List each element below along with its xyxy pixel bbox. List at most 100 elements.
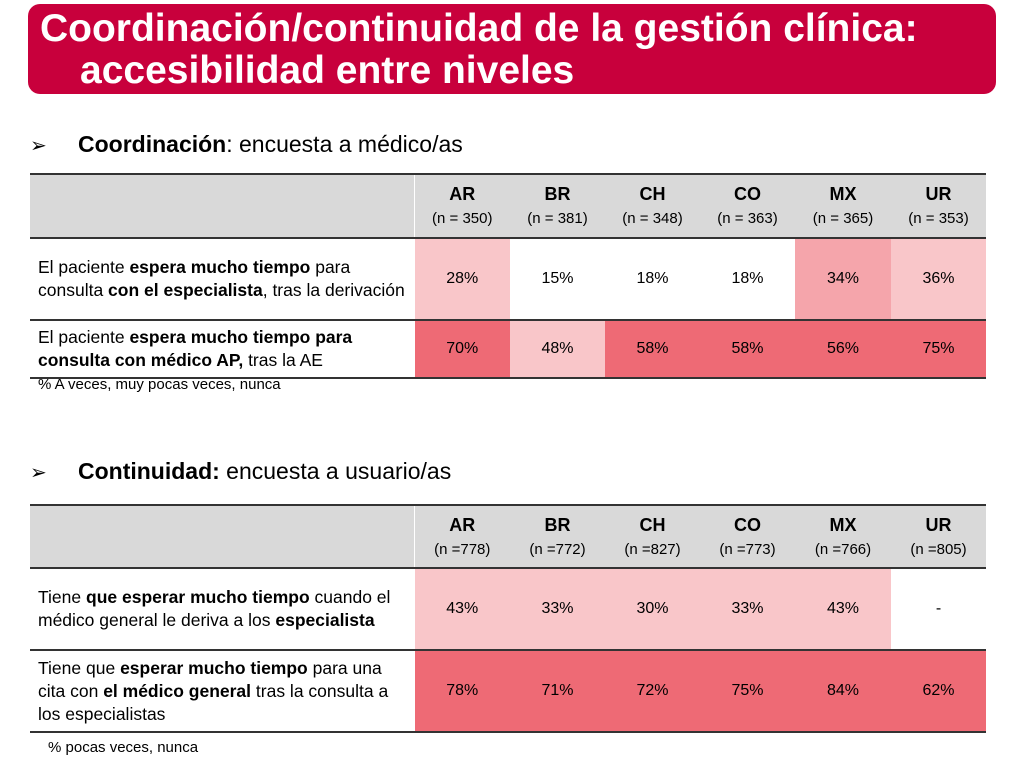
title-banner: Coordinación/continuidad de la gestión c… bbox=[28, 4, 996, 94]
column-header-mx: MX (n = 365) bbox=[795, 173, 891, 239]
row-label-segment: Tiene bbox=[38, 587, 86, 607]
country-code: BR bbox=[544, 514, 571, 535]
page-title-line2: accesibilidad entre niveles bbox=[80, 49, 575, 92]
value-cell: 72% bbox=[605, 650, 700, 733]
column-header-br: BR (n = 381) bbox=[510, 173, 605, 239]
sample-size: (n =805) bbox=[910, 540, 967, 558]
country-code: MX bbox=[829, 514, 857, 535]
value-cell: 70% bbox=[414, 320, 510, 379]
value-cell: - bbox=[891, 568, 986, 651]
sample-size: (n =772) bbox=[529, 540, 586, 558]
sample-size: (n =778) bbox=[434, 540, 491, 558]
value-cell: 75% bbox=[891, 320, 986, 379]
row-label-segment: el médico general bbox=[103, 680, 252, 701]
value-cell: 43% bbox=[414, 568, 510, 651]
section-heading-rest: encuesta a usuario/as bbox=[219, 458, 452, 484]
value-cell: 84% bbox=[795, 650, 891, 733]
section-heading-rest: : encuesta a médico/as bbox=[226, 131, 463, 157]
sample-size: (n =766) bbox=[814, 540, 872, 558]
sample-size: (n = 381) bbox=[527, 210, 588, 227]
column-header-ar: AR (n =778) bbox=[414, 504, 510, 569]
column-header-ch: CH (n =827) bbox=[605, 504, 700, 569]
value-cell: 75% bbox=[700, 650, 795, 733]
sample-size: (n = 350) bbox=[432, 210, 493, 227]
row-label-segment: para una cita con bbox=[38, 657, 382, 701]
country-code: AR bbox=[449, 184, 476, 204]
row-label-segment: especialista bbox=[275, 610, 375, 630]
country-code: AR bbox=[449, 514, 476, 535]
row-label-segment: con el especialista bbox=[108, 280, 263, 300]
value-cell: 15% bbox=[510, 238, 605, 321]
sample-size: (n = 363) bbox=[717, 210, 778, 227]
column-header-ch: CH (n = 348) bbox=[605, 173, 700, 239]
value-cell: 58% bbox=[605, 320, 700, 379]
country-code: CH bbox=[639, 514, 666, 535]
value-cell: 78% bbox=[414, 650, 510, 733]
value-cell: 56% bbox=[795, 320, 891, 379]
value-cell: 71% bbox=[510, 650, 605, 733]
column-header-ar: AR (n = 350) bbox=[414, 173, 510, 239]
country-code: UR bbox=[925, 184, 952, 204]
sample-size: (n =773) bbox=[719, 540, 776, 558]
page-title-line1: Coordinación/continuidad de la gestión c… bbox=[40, 7, 918, 50]
value-cell: 62% bbox=[891, 650, 986, 733]
row-label: El paciente espera mucho tiempo para con… bbox=[30, 320, 415, 379]
arrow-bullet-icon: ➢ bbox=[30, 135, 47, 157]
country-code: MX bbox=[829, 184, 857, 204]
value-cell: 33% bbox=[510, 568, 605, 651]
column-header-mx: MX (n =766) bbox=[795, 504, 891, 569]
value-cell: 18% bbox=[605, 238, 700, 321]
value-cell: 36% bbox=[891, 238, 986, 321]
value-cell: 18% bbox=[700, 238, 795, 321]
country-code: CO bbox=[734, 514, 761, 535]
table-footnote: % pocas veces, nunca bbox=[48, 739, 199, 756]
row-label-segment: El paciente bbox=[38, 327, 130, 347]
section-heading-bold: Coordinación bbox=[78, 131, 227, 157]
table-header-row: AR (n =778) BR (n =772) CH (n =827) CO (n =773)… bbox=[30, 504, 986, 569]
value-cell: 33% bbox=[700, 568, 795, 651]
row-label-segment: Tiene que bbox=[38, 657, 121, 678]
row-label-segment: , tras la derivación bbox=[262, 280, 405, 300]
sample-size: (n =827) bbox=[624, 540, 681, 558]
sample-size: (n = 353) bbox=[908, 210, 969, 227]
row-label: Tiene que esperar mucho tiempo cuando el… bbox=[30, 568, 415, 651]
table-corner-cell bbox=[30, 173, 415, 239]
column-header-co: CO (n =773) bbox=[700, 504, 795, 569]
column-header-co: CO (n = 363) bbox=[700, 173, 795, 239]
table-corner-cell bbox=[30, 504, 415, 569]
row-label-segment: espera mucho tiempo para consulta con mé… bbox=[38, 327, 353, 370]
row-label-segment: para consulta bbox=[38, 257, 351, 300]
row-label-segment: tras la AE bbox=[243, 350, 323, 370]
column-header-ur: UR (n =805) bbox=[891, 504, 986, 569]
country-code: CO bbox=[734, 184, 761, 204]
row-label-segment: El paciente bbox=[38, 257, 130, 277]
row-label-segment: cuando el médico general le deriva a los bbox=[38, 587, 391, 630]
column-header-br: BR (n =772) bbox=[510, 504, 605, 569]
row-label: Tiene que esperar mucho tiempo para una … bbox=[30, 650, 415, 733]
value-cell: 43% bbox=[795, 568, 891, 651]
section-heading-coordinacion: ➢ Coordinación: encuesta a médico/as bbox=[30, 130, 463, 160]
table-row: Tiene que esperar mucho tiempo para una … bbox=[30, 650, 986, 733]
country-code: UR bbox=[925, 514, 952, 535]
value-cell: 48% bbox=[510, 320, 605, 379]
table-row: El paciente espera mucho tiempo para con… bbox=[30, 238, 986, 321]
row-label: El paciente espera mucho tiempo para con… bbox=[30, 238, 415, 321]
value-cell: 30% bbox=[605, 568, 700, 651]
sample-size: (n = 348) bbox=[622, 210, 683, 227]
row-label-segment: tras la consulta a los especialistas bbox=[38, 680, 389, 724]
table-row: Tiene que esperar mucho tiempo cuando el… bbox=[30, 568, 986, 651]
value-cell: 58% bbox=[700, 320, 795, 379]
sample-size: (n = 365) bbox=[812, 210, 874, 227]
coordination-table: AR (n = 350) BR (n = 381) CH (n = 348) CO (n = … bbox=[30, 173, 986, 379]
value-cell: 28% bbox=[414, 238, 510, 321]
column-header-ur: UR (n = 353) bbox=[891, 173, 986, 239]
section-heading-bold: Continuidad: bbox=[78, 458, 220, 484]
row-label-segment: que esperar mucho tiempo bbox=[86, 587, 310, 607]
table-header-row: AR (n = 350) BR (n = 381) CH (n = 348) CO (n = … bbox=[30, 173, 986, 239]
continuity-table: AR (n =778) BR (n =772) CH (n =827) CO (n =773)… bbox=[30, 504, 986, 733]
table-footnote: % A veces, muy pocas veces, nunca bbox=[38, 376, 281, 393]
row-label-segment: esperar mucho tiempo bbox=[120, 657, 308, 678]
country-code: CH bbox=[639, 184, 666, 204]
arrow-bullet-icon: ➢ bbox=[30, 462, 47, 484]
table-row: El paciente espera mucho tiempo para con… bbox=[30, 320, 986, 379]
